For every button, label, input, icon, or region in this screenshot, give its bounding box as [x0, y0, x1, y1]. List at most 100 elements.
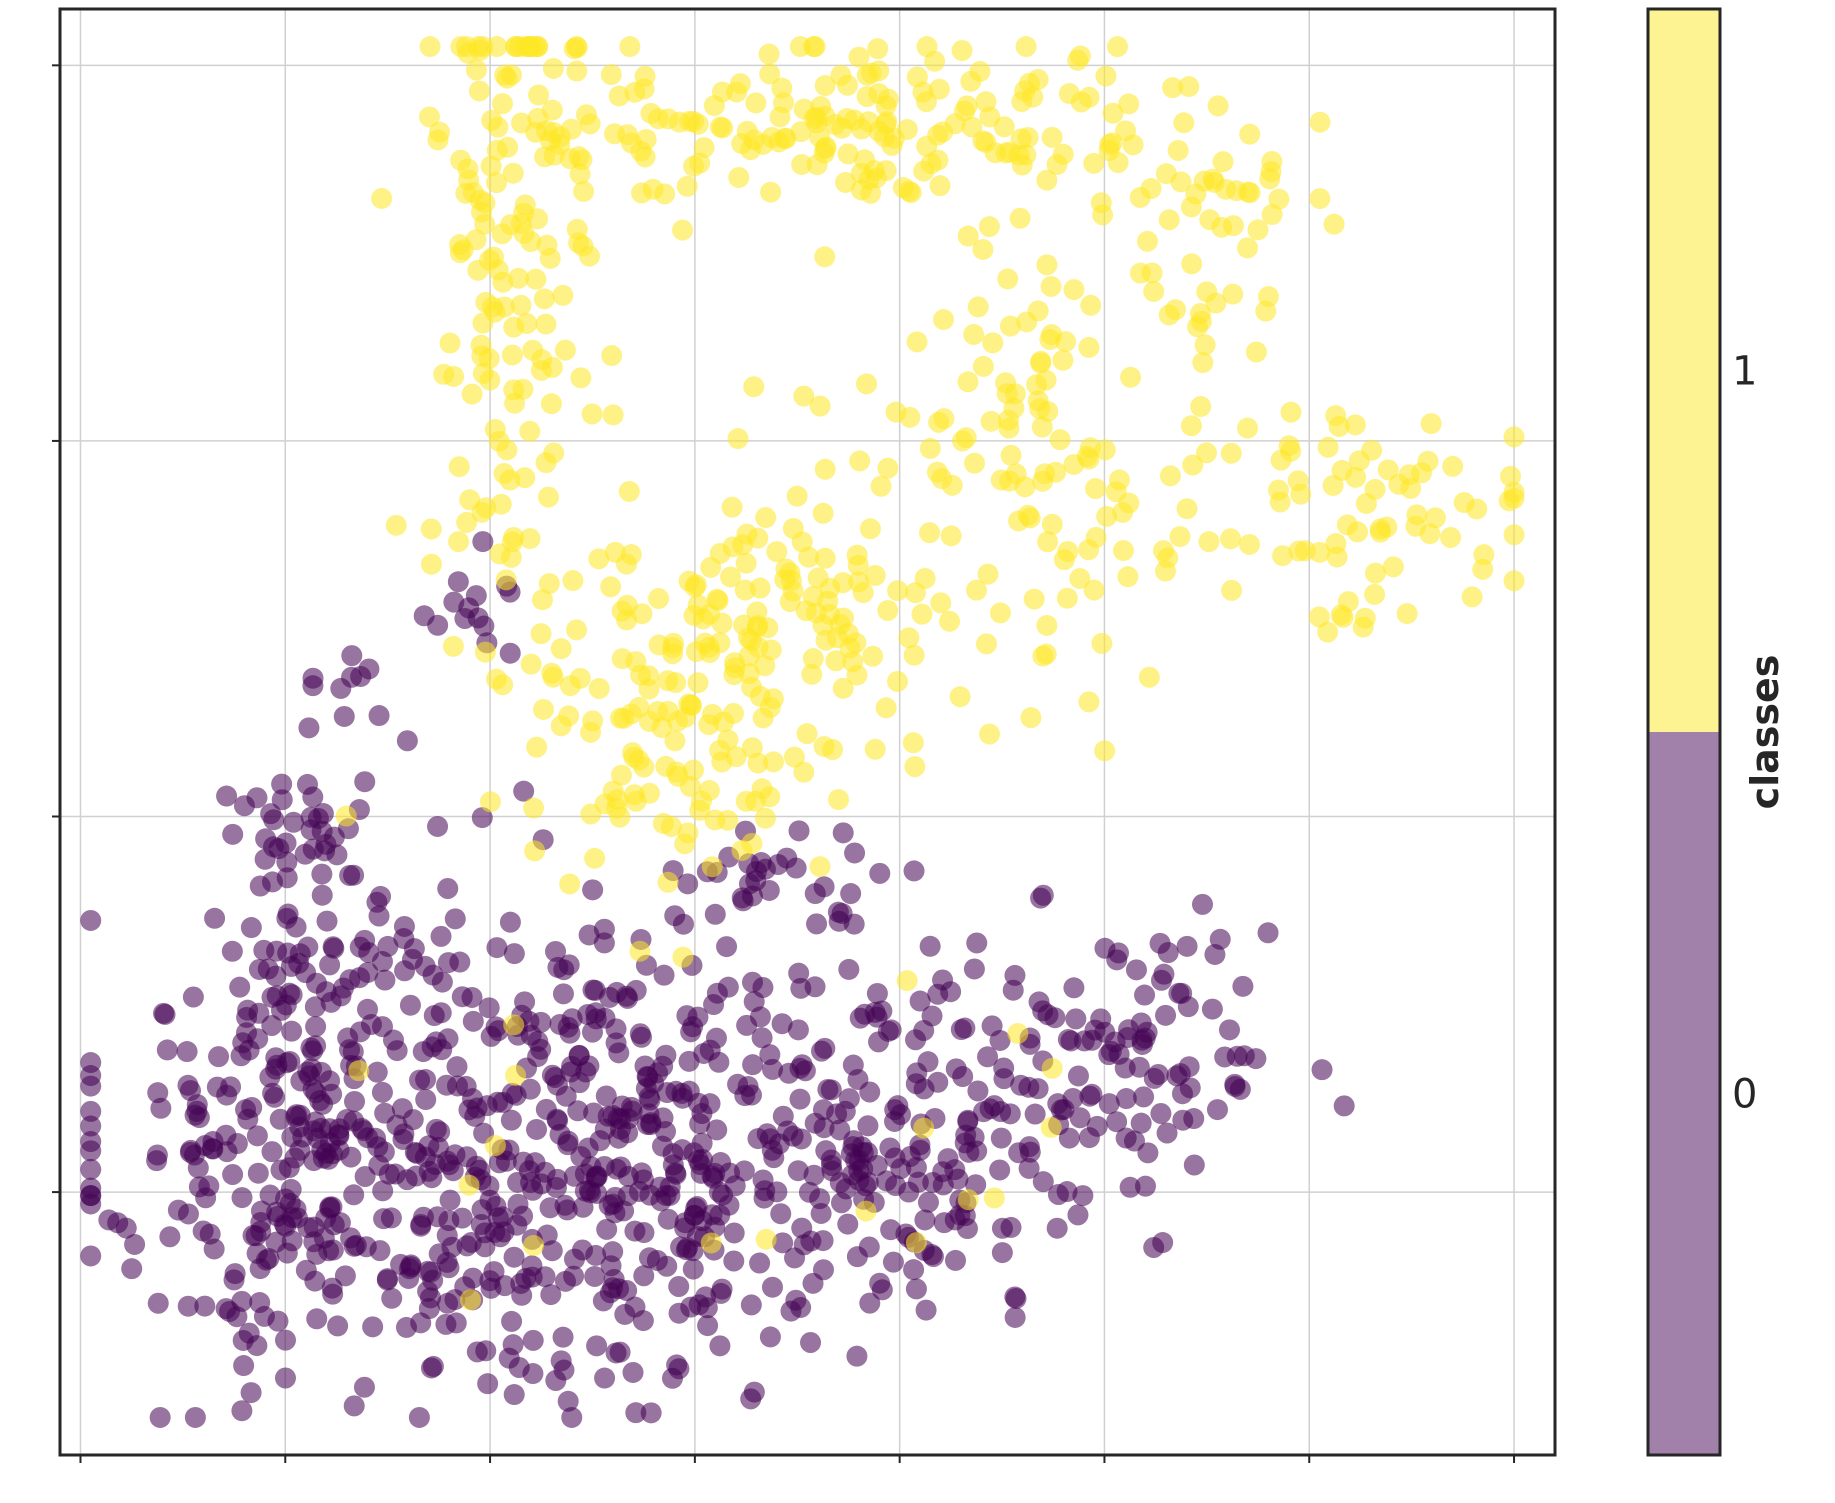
data-point-class-0	[759, 1044, 781, 1066]
data-point-class-1	[1309, 188, 1331, 210]
data-point-class-1	[1365, 562, 1387, 584]
data-point-class-1	[1195, 442, 1217, 464]
data-point-class-1	[484, 418, 506, 440]
data-point-class-1	[846, 544, 868, 566]
data-point-class-1	[1239, 123, 1261, 145]
data-point-class-1	[904, 756, 926, 778]
data-point-class-0	[180, 1139, 202, 1161]
data-point-class-1	[501, 344, 523, 366]
data-point-class-0	[1155, 1004, 1177, 1026]
data-point-class-0	[1192, 893, 1214, 915]
data-point-class-0	[556, 1199, 578, 1221]
data-point-class-1	[881, 134, 903, 156]
data-point-class-0	[271, 773, 293, 795]
data-point-class-1	[335, 805, 357, 827]
data-point-class-1	[484, 301, 506, 323]
data-point-class-0	[271, 789, 293, 811]
data-point-class-0	[202, 1131, 224, 1153]
data-point-class-1	[503, 379, 525, 401]
data-point-class-1	[1162, 77, 1184, 99]
data-point-class-1	[609, 806, 631, 828]
data-point-class-1	[443, 365, 465, 387]
data-point-class-0	[540, 1284, 562, 1306]
data-point-class-0	[147, 1292, 169, 1314]
data-point-class-0	[1183, 1154, 1205, 1176]
data-point-class-1	[754, 807, 776, 829]
data-point-class-0	[316, 910, 338, 932]
data-point-class-0	[319, 954, 341, 976]
data-point-class-0	[606, 1158, 628, 1180]
data-point-class-1	[825, 650, 847, 672]
data-point-class-1	[1078, 86, 1100, 108]
data-point-class-0	[903, 860, 925, 882]
data-point-class-1	[1440, 526, 1462, 548]
data-point-class-0	[231, 1400, 253, 1422]
data-point-class-0	[593, 932, 615, 954]
data-point-class-0	[526, 1118, 548, 1140]
data-point-class-1	[701, 856, 723, 878]
data-point-class-0	[184, 1406, 206, 1428]
data-point-class-0	[326, 844, 348, 866]
data-point-class-0	[812, 1230, 834, 1252]
data-point-class-0	[1311, 1059, 1333, 1081]
data-point-class-1	[1107, 36, 1129, 58]
data-point-class-0	[616, 1280, 638, 1302]
data-point-class-1	[856, 86, 878, 108]
data-point-class-0	[869, 1272, 891, 1294]
data-point-class-1	[1245, 341, 1267, 363]
data-point-class-1	[1317, 436, 1339, 458]
data-point-class-1	[759, 63, 781, 85]
data-point-class-0	[246, 1125, 268, 1147]
plot-frame	[58, 7, 1557, 1457]
data-point-class-1	[457, 42, 479, 64]
data-point-class-1	[1020, 707, 1042, 729]
data-point-class-1	[569, 163, 591, 185]
data-point-class-1	[849, 450, 871, 472]
data-point-class-1	[1405, 515, 1427, 537]
data-point-class-1	[1112, 501, 1134, 523]
data-point-class-0	[1130, 1112, 1152, 1134]
data-point-class-0	[357, 998, 379, 1020]
data-point-class-1	[640, 102, 662, 124]
data-point-class-1	[419, 36, 441, 58]
data-point-class-1	[734, 579, 756, 601]
data-point-class-1	[911, 603, 933, 625]
data-point-class-0	[456, 1235, 478, 1257]
data-point-class-1	[1173, 112, 1195, 134]
data-point-class-1	[448, 531, 470, 553]
data-point-class-1	[665, 761, 687, 783]
data-point-class-1	[1328, 415, 1350, 437]
data-point-class-0	[499, 911, 521, 933]
data-point-class-0	[530, 1011, 552, 1033]
data-point-class-1	[699, 642, 721, 664]
data-point-class-0	[1010, 1074, 1032, 1096]
data-point-class-0	[866, 1006, 888, 1028]
data-point-class-0	[697, 1315, 719, 1337]
data-point-class-1	[1269, 491, 1291, 513]
data-point-class-1	[608, 85, 630, 107]
data-point-class-0	[595, 1085, 617, 1107]
data-point-class-1	[1041, 126, 1063, 148]
data-point-class-1	[1309, 541, 1331, 563]
data-point-class-1	[717, 729, 739, 751]
data-point-class-0	[438, 1257, 460, 1279]
data-point-class-1	[832, 607, 854, 629]
data-point-class-0	[804, 883, 826, 905]
data-point-class-0	[723, 1250, 745, 1272]
data-point-class-1	[1255, 300, 1277, 322]
data-point-class-1	[1091, 632, 1113, 654]
data-point-class-1	[526, 736, 548, 758]
data-point-class-1	[877, 599, 899, 621]
data-point-class-0	[914, 1209, 936, 1231]
data-point-class-0	[733, 1160, 755, 1182]
data-point-class-0	[257, 958, 279, 980]
data-point-class-0	[321, 1083, 343, 1105]
data-point-class-0	[438, 1210, 460, 1232]
data-point-class-1	[760, 639, 782, 661]
data-point-class-1	[538, 573, 560, 595]
data-point-class-0	[446, 1056, 468, 1078]
data-point-class-0	[617, 1185, 639, 1207]
data-point-class-0	[176, 1041, 198, 1063]
data-point-class-0	[269, 1108, 291, 1130]
data-point-class-0	[274, 1367, 296, 1389]
